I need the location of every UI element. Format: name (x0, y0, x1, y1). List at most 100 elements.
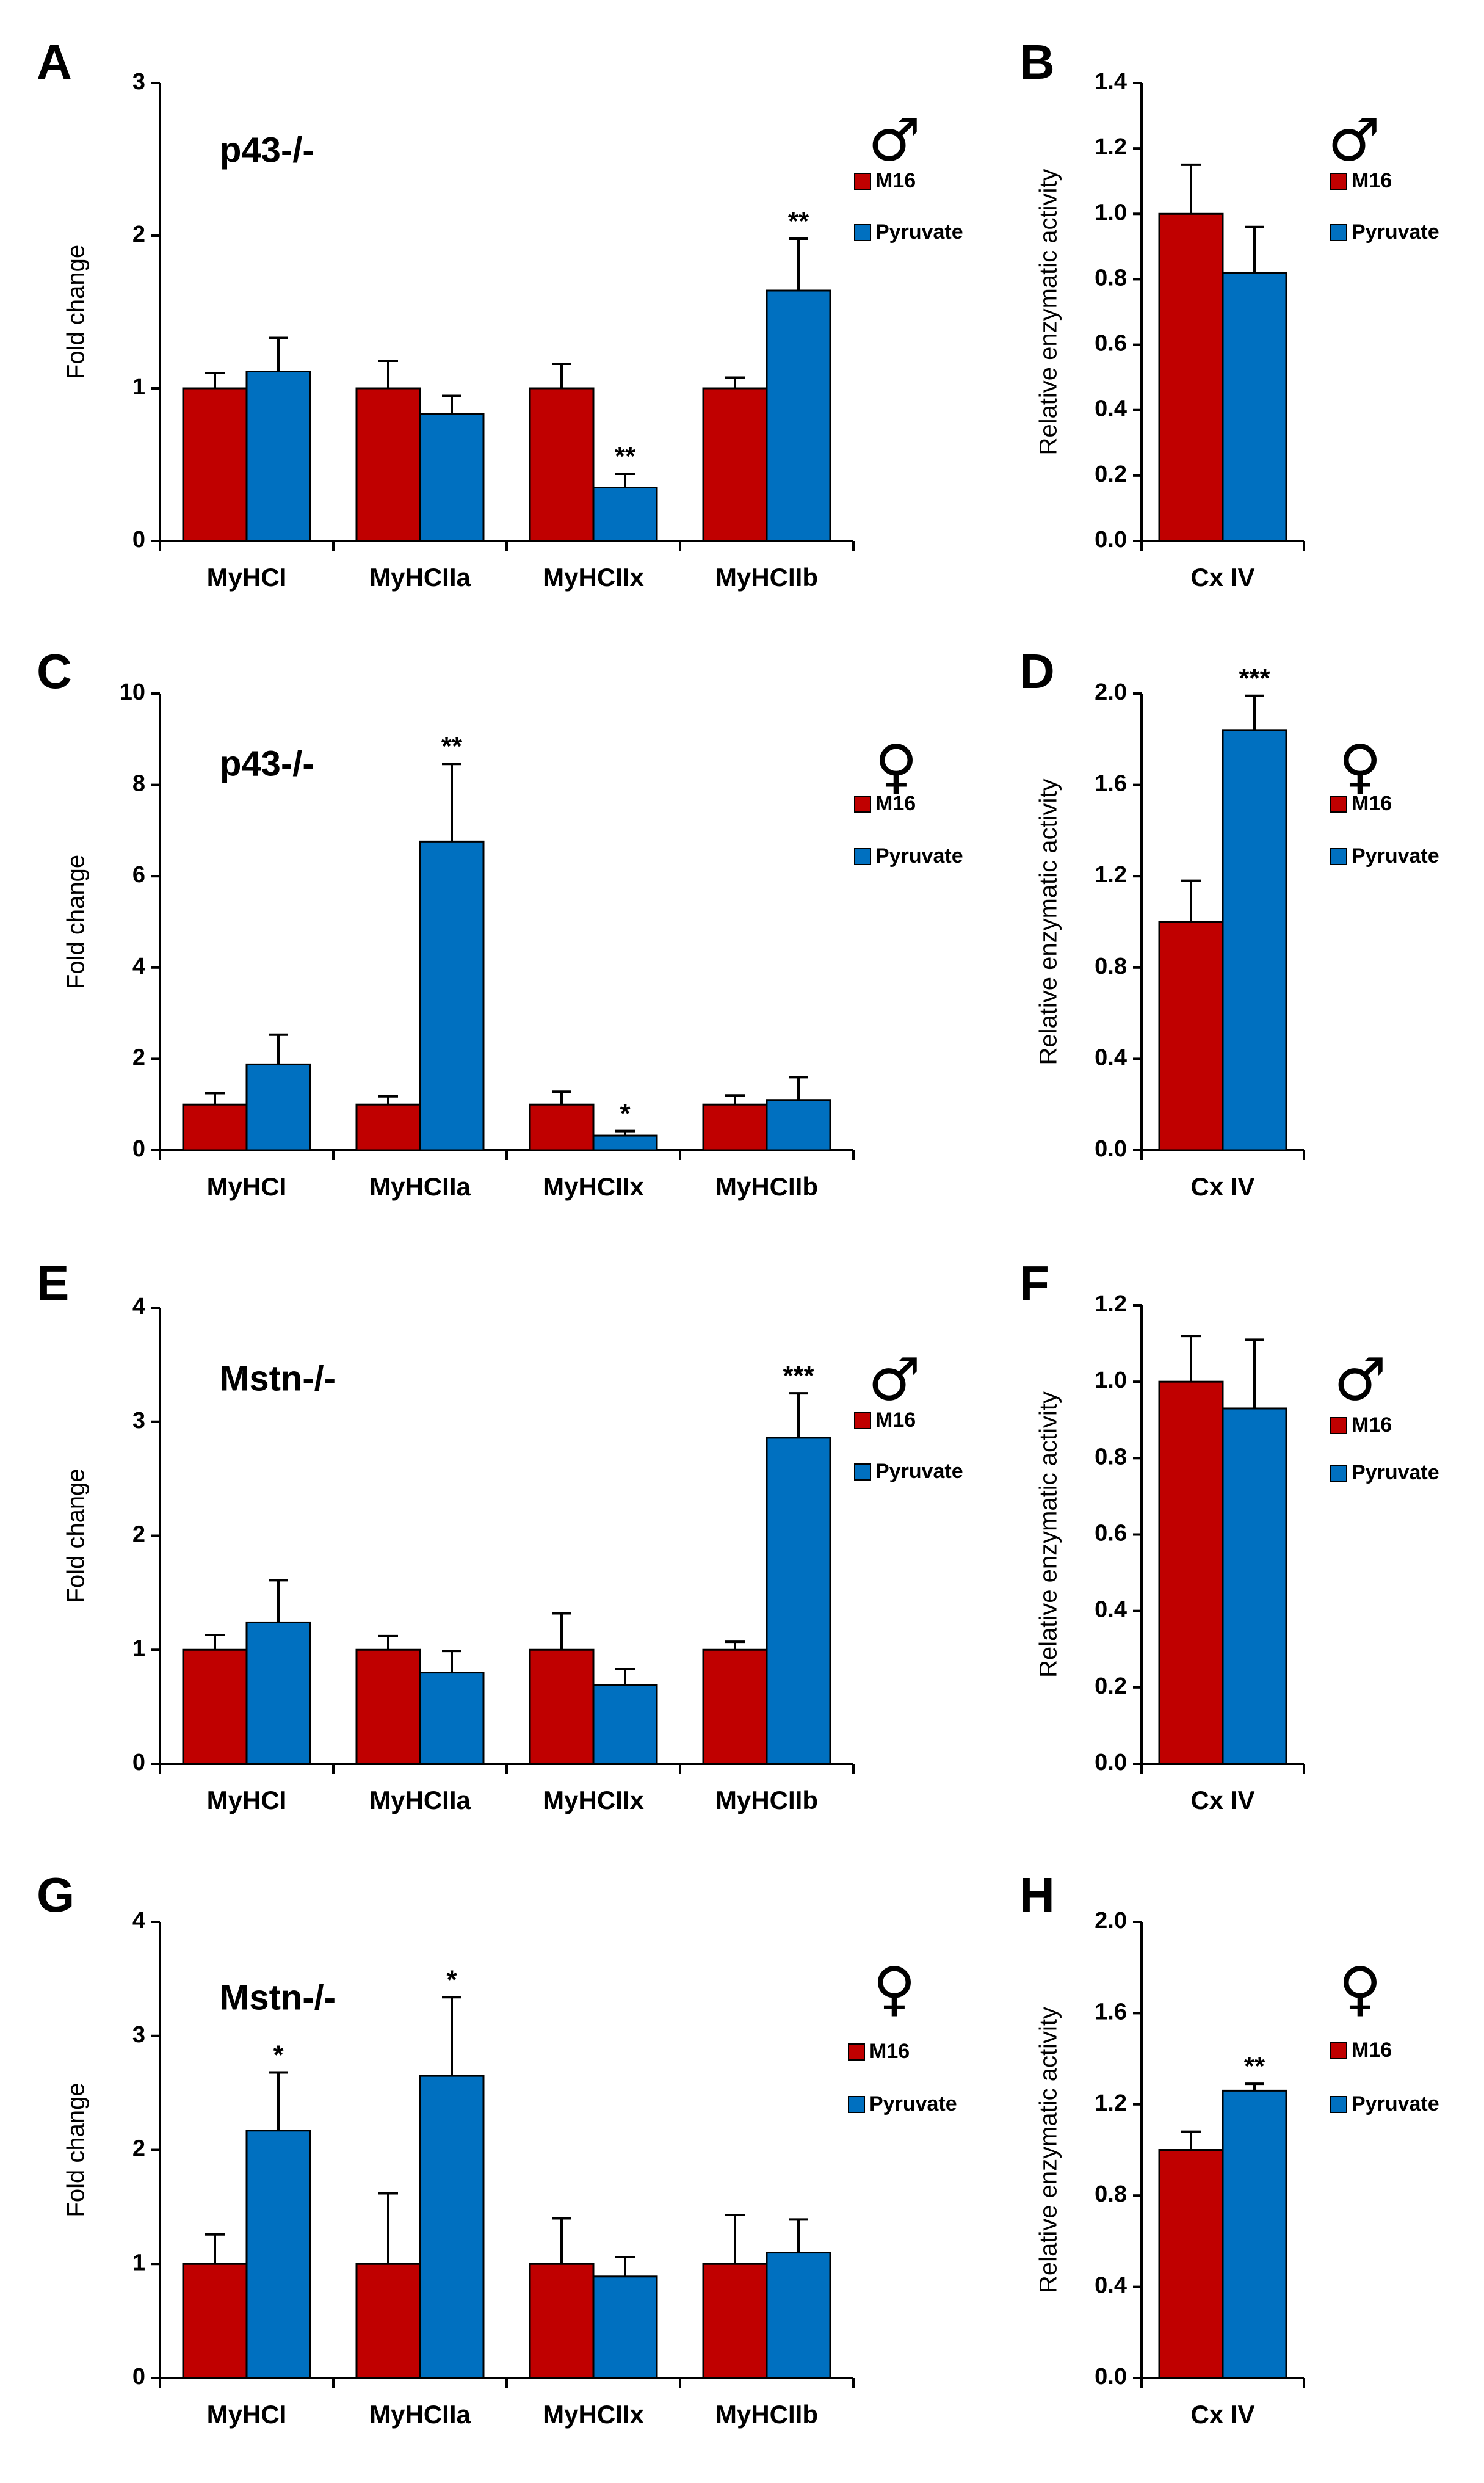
bar-pyruvate-e (766, 1437, 831, 1765)
bar-m16-a (355, 387, 421, 542)
y-tick-label-g: 1 (132, 2250, 145, 2275)
y-tick-label-c: 0 (132, 1136, 145, 1162)
y-tick-label-e: 4 (132, 1294, 145, 1319)
legend-label-m16-d: M16 (1352, 792, 1392, 815)
y-tick-label-f: 1.0 (1095, 1368, 1127, 1393)
legend-label-m16-e: M16 (875, 1408, 916, 1432)
panel-letter-b: B (1019, 35, 1055, 89)
legend-label-m16-g: M16 (869, 2040, 910, 2063)
bar-m16-d (1158, 921, 1224, 1151)
x-tick-label-g: MyHCIIx (543, 2400, 644, 2429)
y-tick-label-b: 1.4 (1095, 69, 1127, 95)
y-axis-title-g: Fold change (63, 2082, 90, 2217)
y-tick-label-f: 0.4 (1095, 1597, 1127, 1623)
bar-m16-e (529, 1648, 595, 1765)
panel-letter-f: F (1019, 1256, 1049, 1310)
x-tick-label-e: MyHCI (207, 1786, 287, 1814)
x-tick-label-d: Cx IV (1190, 1172, 1254, 1201)
panel-letter-a: A (37, 35, 72, 89)
significance-label-e: *** (783, 1361, 814, 1391)
panel-letter-g: G (37, 1868, 74, 1922)
panel-f: F ♂ 0.0 0.2 0.4 0.6 0.8 1.0 1.2 Relative enzymati… (1019, 1256, 1439, 1814)
panel-letter-c: C (37, 644, 72, 698)
bar-pyruvate-c (766, 1099, 831, 1151)
legend-label-pyruvate-d: Pyruvate (1352, 844, 1439, 868)
female-symbol-icon-c: ♀ (875, 732, 918, 800)
legend-swatch-pyruvate-e (854, 1463, 871, 1481)
legend-label-m16-h: M16 (1352, 2039, 1392, 2062)
bar-pyruvate-a (592, 487, 658, 542)
x-tick-label-e: MyHCIIb (715, 1786, 818, 1814)
bar-pyruvate-f (1222, 1407, 1287, 1765)
legend-swatch-pyruvate-g (848, 2096, 865, 2113)
legend-swatch-pyruvate-f (1330, 1465, 1347, 1482)
significance-label-a: ** (615, 441, 636, 471)
bar-pyruvate-e (419, 1672, 485, 1765)
bar-m16-a (182, 387, 248, 542)
panel-g: G Mstn-/- ♀ 0 1 2 3 4 Fold change MyHCI * MyHCIIa * M… (37, 1868, 957, 2429)
bar-pyruvate-a (245, 371, 311, 542)
legend-label-pyruvate-a: Pyruvate (875, 220, 963, 244)
bar-m16-a (702, 387, 768, 542)
panel-d: D ♀ 0.0 0.4 0.8 1.2 1.6 2.0 Relative enzymatic a… (1019, 644, 1439, 1201)
y-axis-title-f: Relative enzymatic activity (1035, 1391, 1062, 1678)
y-tick-label-a: 0 (132, 527, 145, 553)
y-tick-label-d: 0.0 (1095, 1136, 1127, 1162)
panel-letter-e: E (37, 1256, 69, 1310)
x-tick-label-g: MyHCIIb (715, 2400, 818, 2429)
male-symbol-icon-e: ♂ (868, 1345, 921, 1413)
y-tick-label-c: 8 (132, 771, 145, 797)
legend-label-pyruvate-c: Pyruvate (875, 844, 963, 868)
x-tick-label-e: MyHCIIa (369, 1786, 471, 1814)
y-tick-label-d: 1.6 (1095, 771, 1127, 797)
significance-label-g: * (446, 1965, 457, 1995)
bar-pyruvate-c (245, 1063, 311, 1151)
male-symbol-icon-a: ♂ (868, 106, 921, 174)
y-tick-label-h: 2.0 (1095, 1908, 1127, 1934)
y-tick-label-b: 0.0 (1095, 527, 1127, 553)
female-symbol-icon-d: ♀ (1339, 732, 1381, 800)
significance-label-g: * (273, 2040, 284, 2070)
legend-label-pyruvate-f: Pyruvate (1352, 1461, 1439, 1484)
panel-subtitle-e: Mstn-/- (220, 1358, 336, 1398)
legend-swatch-pyruvate-c (854, 848, 871, 865)
y-tick-label-h: 0.0 (1095, 2364, 1127, 2390)
legend-swatch-m16-b (1330, 173, 1347, 190)
bar-pyruvate-g (592, 2275, 658, 2379)
bar-m16-c (355, 1103, 421, 1151)
female-symbol-icon-h: ♀ (1339, 1954, 1381, 2023)
legend-label-m16-c: M16 (875, 792, 916, 815)
x-tick-label-f: Cx IV (1190, 1786, 1254, 1814)
x-tick-label-h: Cx IV (1190, 2400, 1254, 2429)
y-tick-label-f: 0.8 (1095, 1444, 1127, 1470)
x-tick-label-c: MyHCI (207, 1172, 287, 1201)
legend-label-m16-b: M16 (1352, 169, 1392, 192)
x-tick-label-c: MyHCIIa (369, 1172, 471, 1201)
y-tick-label-a: 3 (132, 69, 145, 95)
y-axis-title-h: Relative enzymatic activity (1035, 2007, 1062, 2293)
legend-swatch-m16-e (854, 1412, 871, 1429)
legend-swatch-pyruvate-h (1330, 2096, 1347, 2113)
legend-label-m16-a: M16 (875, 169, 916, 192)
bar-pyruvate-a (766, 289, 831, 542)
panel-h: H ♀ 0.0 0.4 0.8 1.2 1.6 2.0 Relative enzymatic a… (1019, 1868, 1439, 2429)
panel-b: B ♂ 0.0 0.2 0.4 0.6 0.8 1.0 1.2 1.4 Relative enzym… (1019, 35, 1439, 592)
bar-m16-e (702, 1648, 768, 1765)
y-tick-label-a: 2 (132, 222, 145, 247)
y-tick-label-c: 4 (132, 954, 145, 979)
bar-pyruvate-h (1222, 2089, 1287, 2379)
y-tick-label-d: 2.0 (1095, 680, 1127, 705)
x-tick-label-b: Cx IV (1190, 563, 1254, 592)
y-tick-label-h: 1.6 (1095, 1999, 1127, 2024)
y-tick-label-c: 10 (120, 680, 145, 705)
x-tick-label-g: MyHCIIa (369, 2400, 471, 2429)
y-tick-label-d: 1.2 (1095, 862, 1127, 888)
y-tick-label-b: 1.2 (1095, 134, 1127, 160)
significance-label-c: * (620, 1099, 631, 1129)
x-tick-label-c: MyHCIIx (543, 1172, 644, 1201)
bar-m16-g (182, 2263, 248, 2379)
male-symbol-icon-f: ♂ (1334, 1345, 1386, 1413)
y-tick-label-h: 1.2 (1095, 2090, 1127, 2116)
y-tick-label-b: 1.0 (1095, 200, 1127, 225)
